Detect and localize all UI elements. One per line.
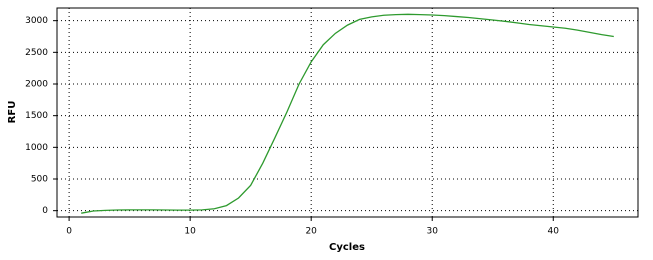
y-tick-label: 0	[42, 206, 48, 216]
x-axis-title: Cycles	[329, 242, 365, 253]
y-tick-label: 2500	[25, 48, 48, 58]
x-tick-label: 30	[427, 227, 439, 237]
y-axis-title: RFU	[7, 101, 18, 124]
data-line	[81, 13, 614, 214]
x-tick-label: 20	[305, 227, 317, 237]
y-tick-label: 500	[31, 175, 48, 185]
x-tick-label: 0	[66, 227, 72, 237]
plot-frame	[56, 7, 639, 218]
x-tick-label: 40	[548, 227, 560, 237]
x-tick-label: 10	[184, 227, 196, 237]
y-tick-label: 1500	[25, 111, 48, 121]
y-tick-label: 3000	[25, 16, 48, 26]
y-tick-label: 2000	[25, 80, 48, 90]
y-tick-label: 1000	[25, 143, 48, 153]
